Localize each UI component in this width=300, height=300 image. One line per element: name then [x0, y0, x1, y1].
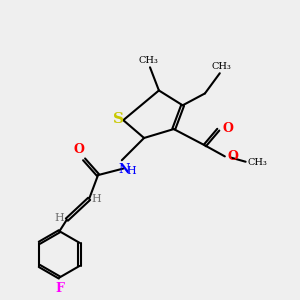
- Text: S: S: [113, 112, 124, 126]
- Text: O: O: [227, 150, 238, 163]
- Text: N: N: [118, 163, 130, 176]
- Text: O: O: [73, 143, 84, 156]
- Text: H: H: [55, 213, 64, 223]
- Text: CH₃: CH₃: [139, 56, 158, 65]
- Text: O: O: [222, 122, 233, 135]
- Text: CH₃: CH₃: [248, 158, 268, 167]
- Text: F: F: [55, 282, 64, 295]
- Text: H: H: [127, 166, 136, 176]
- Text: CH₃: CH₃: [211, 62, 231, 71]
- Text: H: H: [92, 194, 101, 204]
